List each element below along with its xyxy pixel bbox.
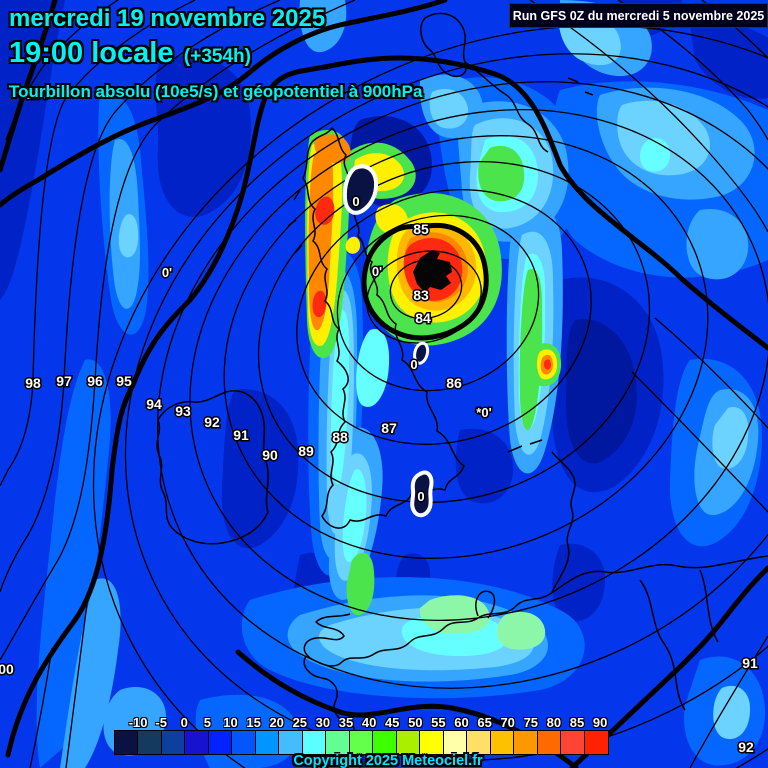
legend-cell xyxy=(137,730,162,755)
legend-tick: 80 xyxy=(546,715,562,730)
legend-cell xyxy=(348,730,374,755)
geopotential-label: 94 xyxy=(146,396,162,412)
legend-tick: 50 xyxy=(408,715,423,730)
vorticity-zero-label: 0 xyxy=(410,357,417,372)
legend-tick: 20 xyxy=(269,715,284,730)
legend-cell xyxy=(372,730,397,755)
variable-title: Tourbillon absolu (10e5/s) et géopotenti… xyxy=(9,82,423,101)
legend-tick: 90 xyxy=(592,715,608,730)
geopotential-label: 83 xyxy=(413,287,429,303)
legend-tick: 35 xyxy=(338,715,354,730)
forecast-hour-offset: (+354h) xyxy=(183,46,251,67)
legend-cell xyxy=(160,730,186,755)
geopotential-label: 92 xyxy=(204,414,220,430)
geopotential-label: 100 xyxy=(26,86,50,102)
geopotential-label: 84 xyxy=(415,310,431,326)
legend-cell xyxy=(583,730,609,755)
legend-cell xyxy=(395,730,421,755)
geopotential-label: 96 xyxy=(87,373,103,389)
forecast-date: mercredi 19 novembre 2025 xyxy=(9,5,326,32)
negative-vorticity-contours xyxy=(342,164,434,518)
legend-cell xyxy=(231,730,256,755)
legend-cell xyxy=(325,730,350,755)
legend-cell xyxy=(466,730,491,755)
legend-cell xyxy=(442,730,468,755)
legend-tick: 70 xyxy=(500,715,515,730)
geopotential-label: 88 xyxy=(332,429,348,445)
legend-cell xyxy=(184,730,209,755)
legend-tick: 25 xyxy=(292,715,308,730)
legend-tick: 5 xyxy=(203,715,212,730)
geopotential-label: 00 xyxy=(0,661,14,677)
legend-cell xyxy=(278,730,303,755)
legend-cell xyxy=(419,730,444,755)
vorticity-zero-label: 0 xyxy=(352,194,359,209)
legend-tick: 15 xyxy=(246,715,261,730)
geopotential-label: 90 xyxy=(262,447,278,463)
vorticity-zero-label: 0' xyxy=(372,264,382,279)
run-info-text: Run GFS 0Z du mercredi 5 novembre 2025 xyxy=(512,8,765,23)
geopotential-label: 95 xyxy=(116,373,132,389)
scotland-vorticity-band xyxy=(305,129,405,359)
legend-tick: -10 xyxy=(128,715,148,730)
copyright-text: Copyright 2025 Meteociel.fr xyxy=(293,753,483,768)
east-vorticity-spot xyxy=(531,343,562,387)
geopotential-label: 91 xyxy=(233,427,249,443)
legend-tick: 85 xyxy=(569,715,585,730)
geopotential-label: 89 xyxy=(298,443,314,459)
legend-tick: 55 xyxy=(431,715,446,730)
legend-color-cells xyxy=(113,730,609,755)
legend-tick: 75 xyxy=(523,715,539,730)
legend-tick: 10 xyxy=(223,715,238,730)
legend-cell xyxy=(489,730,515,755)
legend-tick: 60 xyxy=(454,715,469,730)
forecast-time: 19:00 locale xyxy=(9,37,174,69)
vorticity-zero-label: *0' xyxy=(476,405,491,420)
geopotential-label: 98 xyxy=(25,375,41,391)
geopotential-label: 87 xyxy=(381,420,397,436)
geopotential-label: 93 xyxy=(175,403,191,419)
legend-tick: 45 xyxy=(384,715,400,730)
color-scale-legend: -10 -5 0 5 10 15 20 25 30 35 40 45 50 55 60 65 70 75 80 85 9… xyxy=(113,715,609,755)
legend-tick: 30 xyxy=(315,715,331,730)
dark-navy-patches xyxy=(0,0,768,633)
geopotential-label: 97 xyxy=(56,373,72,389)
header: mercredi 19 novembre 2025 19:00 locale (… xyxy=(9,6,422,102)
coastlines xyxy=(156,12,768,768)
legend-tick: 0 xyxy=(180,715,188,730)
geopotential-label: 86 xyxy=(446,375,462,391)
vorticity-zero-label: 0' xyxy=(162,265,172,280)
geopotential-label: 85 xyxy=(413,221,429,237)
legend-tick: -5 xyxy=(155,715,167,730)
geopotential-label: 92 xyxy=(738,739,754,755)
legend-tick: 40 xyxy=(361,715,377,730)
legend-cell xyxy=(113,730,139,755)
legend-cell xyxy=(536,730,562,755)
legend-cell xyxy=(207,730,233,755)
run-info-box: Run GFS 0Z du mercredi 5 novembre 2025 xyxy=(509,3,768,28)
legend-cell xyxy=(513,730,538,755)
vorticity-zero-label: 0 xyxy=(417,489,424,504)
legend-cell xyxy=(560,730,585,755)
legend-tick: 65 xyxy=(477,715,492,730)
legend-cell xyxy=(254,730,280,755)
geopotential-label: 91 xyxy=(742,655,758,671)
legend-cell xyxy=(301,730,327,755)
